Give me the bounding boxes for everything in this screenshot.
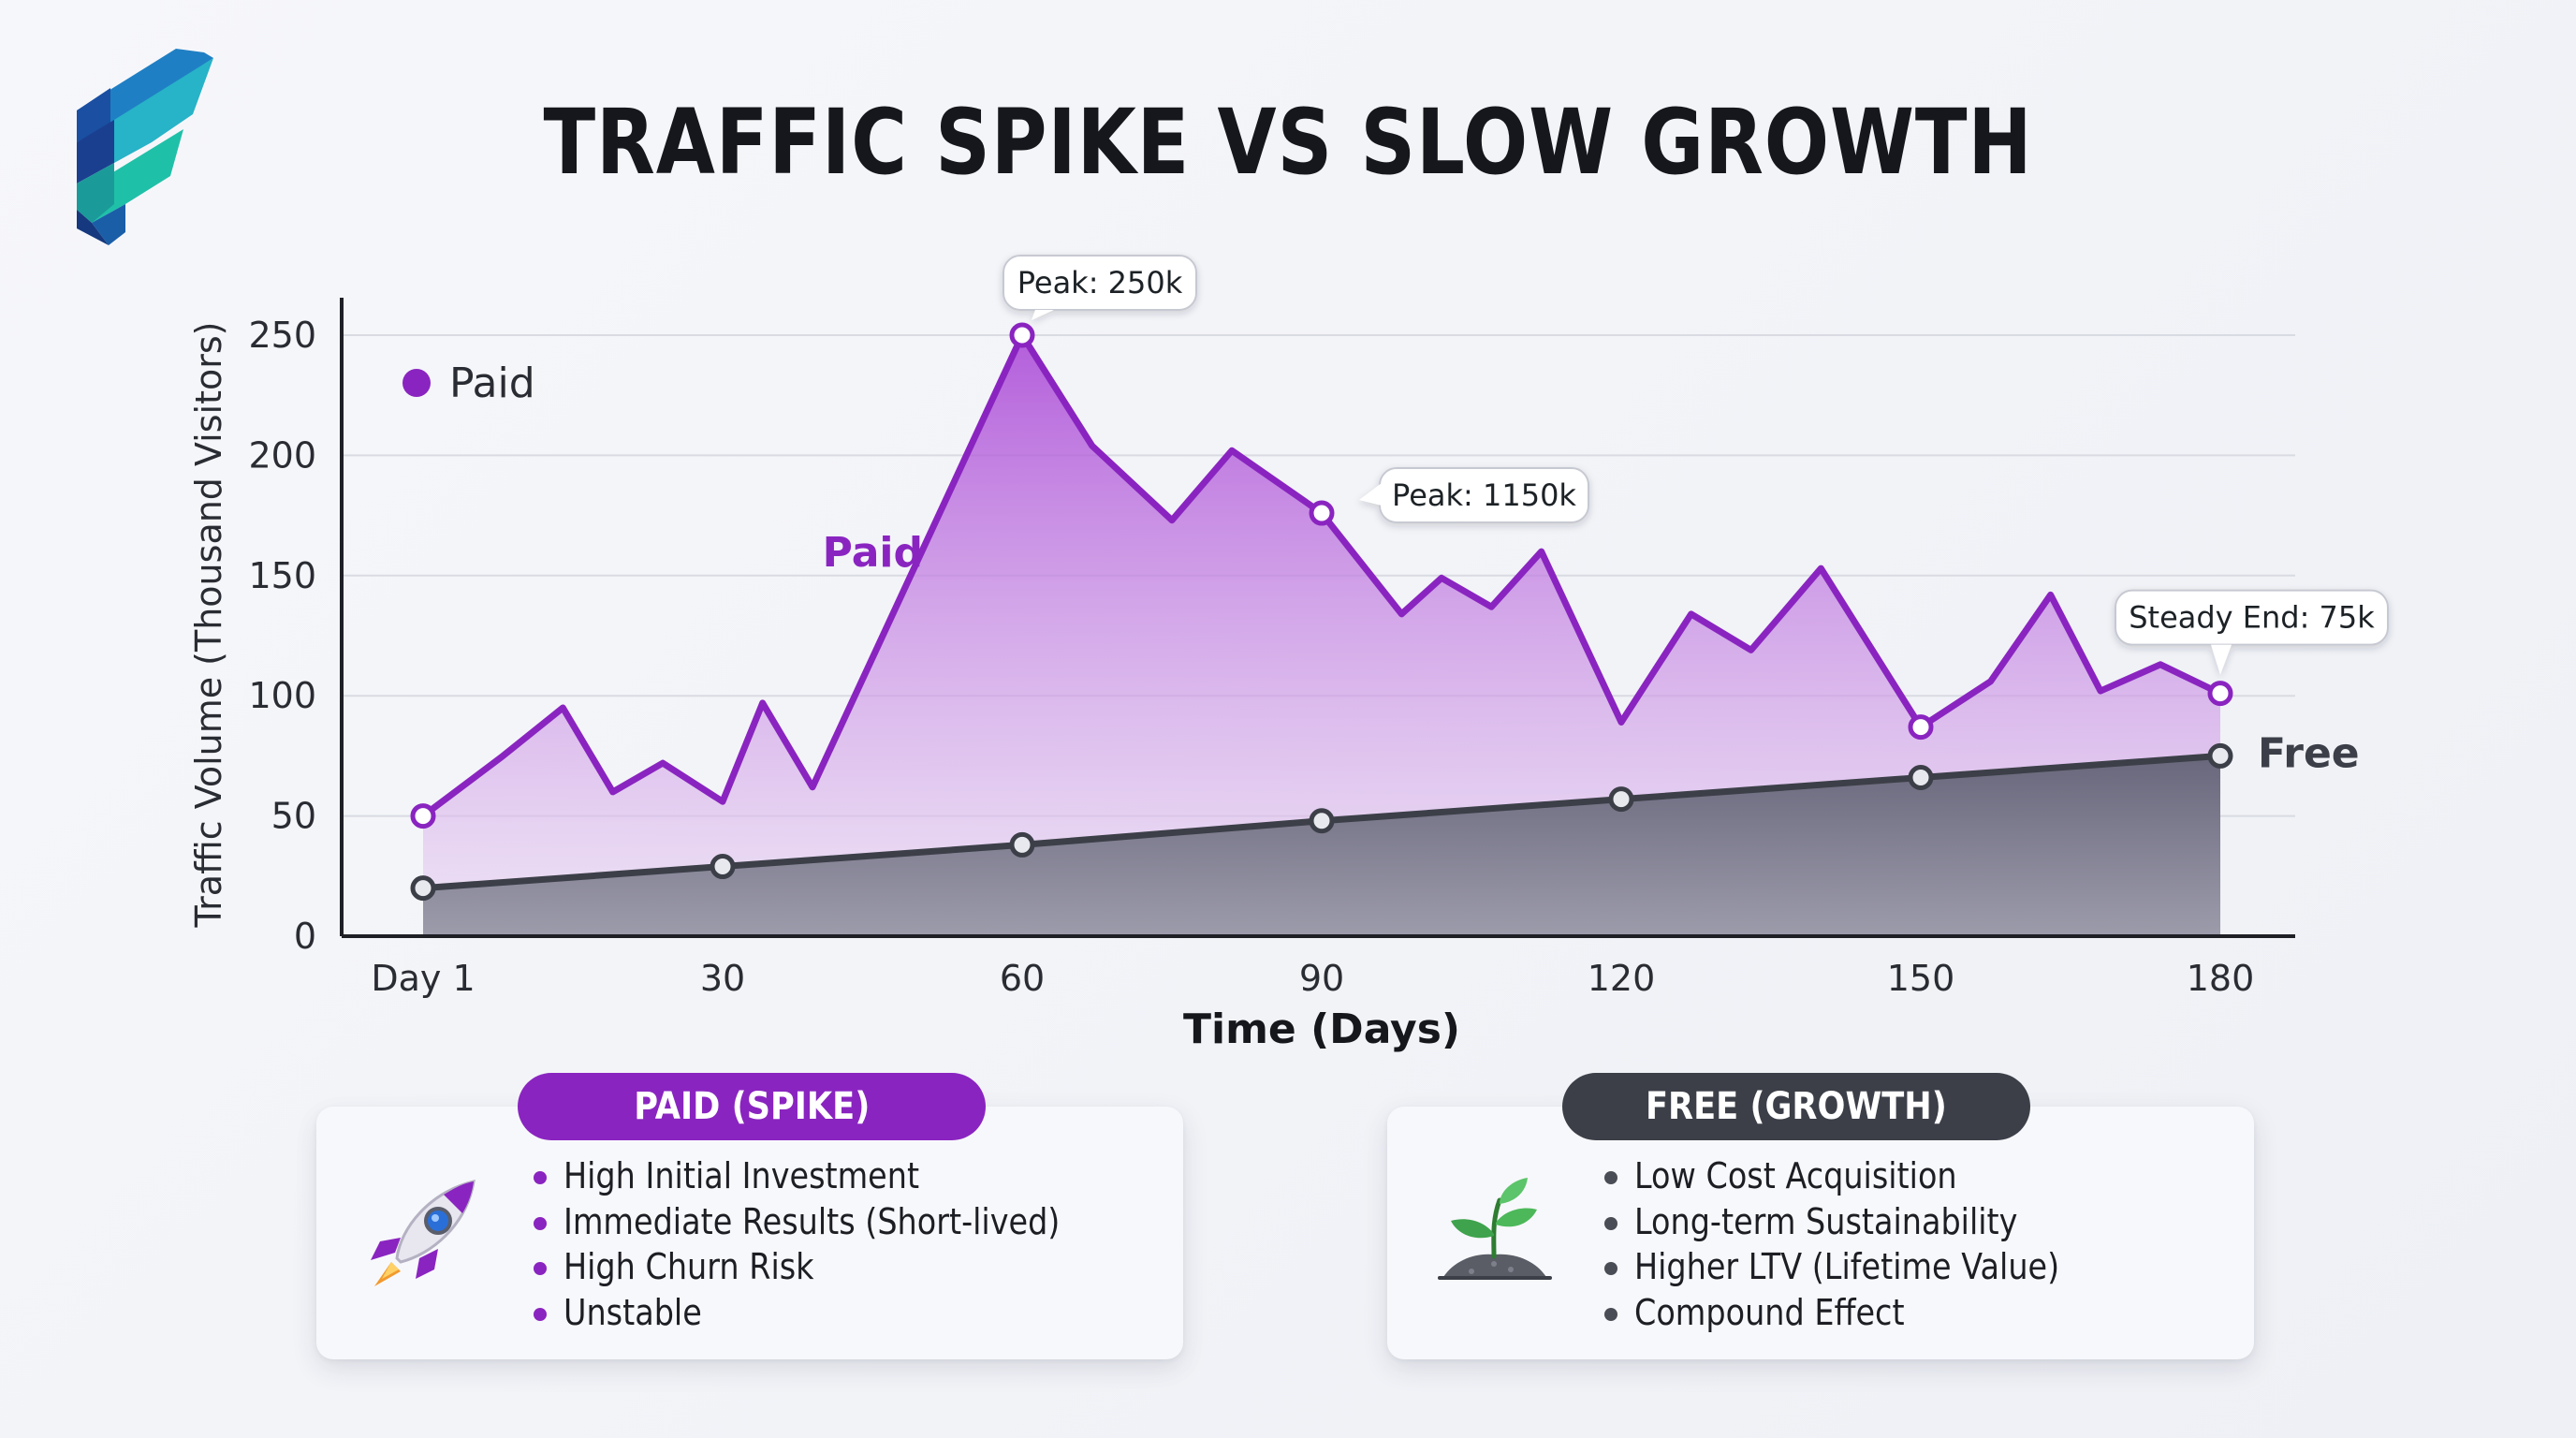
- paid-line: [419, 331, 2224, 820]
- x-tick-label: 60: [1000, 958, 1045, 999]
- axes: 0 50 100 150 200 250 Day 1 30 60 90 120 150 180: [248, 298, 2295, 999]
- paid-point: [1309, 500, 1335, 526]
- paid-feature-text: Unstable: [564, 1291, 702, 1333]
- y-tick-label: 150: [248, 555, 316, 596]
- free-point: [2207, 742, 2233, 769]
- callout-box: [1003, 255, 1197, 311]
- x-tick-label: 120: [1588, 958, 1656, 999]
- area-fills: [423, 335, 2220, 936]
- free-feature-item: Higher LTV (Lifetime Value): [1604, 1244, 2117, 1290]
- paid-heading-label: PAID (SPIKE): [633, 1085, 871, 1128]
- y-tick-label: 0: [294, 916, 316, 957]
- y-tick-label: 200: [248, 434, 316, 476]
- free-area: [423, 756, 2220, 936]
- paid-point: [1009, 322, 1035, 348]
- y-axis-label: Traffic Volume (Thousand Visitors): [188, 322, 229, 929]
- paid-point: [1908, 714, 1934, 741]
- free-heading-label: FREE (GROWTH): [1646, 1085, 1947, 1128]
- callout-box: [2115, 589, 2389, 646]
- callout-pointer: [2211, 644, 2232, 675]
- x-tick-label: 150: [1887, 958, 1955, 999]
- x-tick-label: 180: [2187, 958, 2255, 999]
- free-feature-text: Higher LTV (Lifetime Value): [1634, 1246, 2060, 1287]
- callout-pointer: [1359, 483, 1382, 506]
- paid-feature-item: High Initial Investment: [534, 1153, 1128, 1199]
- callout: Peak: 250k: [1003, 255, 1197, 320]
- free-heading-badge: FREE (GROWTH): [1562, 1073, 2030, 1140]
- chart-labels: Paid Paid Free Peak: 250k Peak: 1150k Steady …: [402, 255, 2389, 777]
- paid-heading-badge: PAID (SPIKE): [518, 1073, 986, 1140]
- free-card: Low Cost Acquisition Long-term Sustainabi…: [1387, 1107, 2254, 1359]
- free-feature-text: Low Cost Acquisition: [1634, 1155, 1957, 1196]
- paid-feature-list: High Initial Investment Immediate Results…: [534, 1153, 1128, 1335]
- free-feature-item: Long-term Sustainability: [1604, 1199, 2117, 1245]
- y-tick-label: 50: [271, 796, 316, 837]
- free-point: [710, 854, 736, 880]
- free-point: [1908, 765, 1934, 791]
- y-tick-label: 250: [248, 315, 316, 356]
- x-axis-label: Time (Days): [1183, 1005, 1460, 1053]
- x-tick-label: 30: [700, 958, 745, 999]
- paid-feature-item: Immediate Results (Short-lived): [534, 1199, 1128, 1245]
- paid-feature-item: Unstable: [534, 1290, 1128, 1336]
- free-feature-list: Low Cost Acquisition Long-term Sustainabi…: [1604, 1153, 2117, 1335]
- paid-card: High Initial Investment Immediate Results…: [316, 1107, 1183, 1359]
- sprout-icon: [1438, 1178, 1552, 1280]
- free-point: [1608, 786, 1634, 813]
- free-feature-item: Compound Effect: [1604, 1290, 2117, 1336]
- paid-feature-item: High Churn Risk: [534, 1244, 1128, 1290]
- traffic-area-chart: 0 50 100 150 200 250 Day 1 30 60 90 120 150 180 Paid…: [188, 255, 2389, 1053]
- paid-feature-text: High Initial Investment: [564, 1155, 920, 1196]
- x-tick-label: 90: [1299, 958, 1344, 999]
- paid-point: [2207, 681, 2233, 707]
- rocket-icon: [371, 1179, 476, 1286]
- free-point: [410, 875, 436, 902]
- callout-pointer: [1032, 310, 1054, 320]
- free-feature-text: Long-term Sustainability: [1634, 1200, 2018, 1242]
- free-point: [1309, 808, 1335, 834]
- callout-text: Peak: 1150k: [1392, 477, 1576, 513]
- free-series-label: Free: [2258, 729, 2360, 777]
- free-feature-item: Low Cost Acquisition: [1604, 1153, 2117, 1199]
- free-point: [1009, 831, 1035, 858]
- legend-paid-swatch: [402, 369, 431, 397]
- brand-logo-icon: [77, 49, 213, 245]
- callout-text: Peak: 250k: [1017, 265, 1183, 301]
- paid-feature-text: Immediate Results (Short-lived): [564, 1200, 1061, 1242]
- series-markers: [410, 322, 2233, 902]
- paid-point: [410, 803, 436, 829]
- y-tick-label: 100: [248, 675, 316, 716]
- page-title: TRAFFIC SPIKE VS SLOW GROWTH: [543, 90, 2033, 195]
- paid-series-label: Paid: [823, 529, 923, 577]
- paid-feature-text: High Churn Risk: [564, 1246, 814, 1287]
- free-feature-text: Compound Effect: [1634, 1291, 1905, 1333]
- x-tick-label: Day 1: [371, 958, 475, 999]
- legend-paid-label: Paid: [449, 360, 535, 407]
- callout-text: Steady End: 75k: [2129, 600, 2375, 636]
- callout: Peak: 1150k: [1359, 467, 1589, 524]
- callout: Steady End: 75k: [2115, 589, 2389, 675]
